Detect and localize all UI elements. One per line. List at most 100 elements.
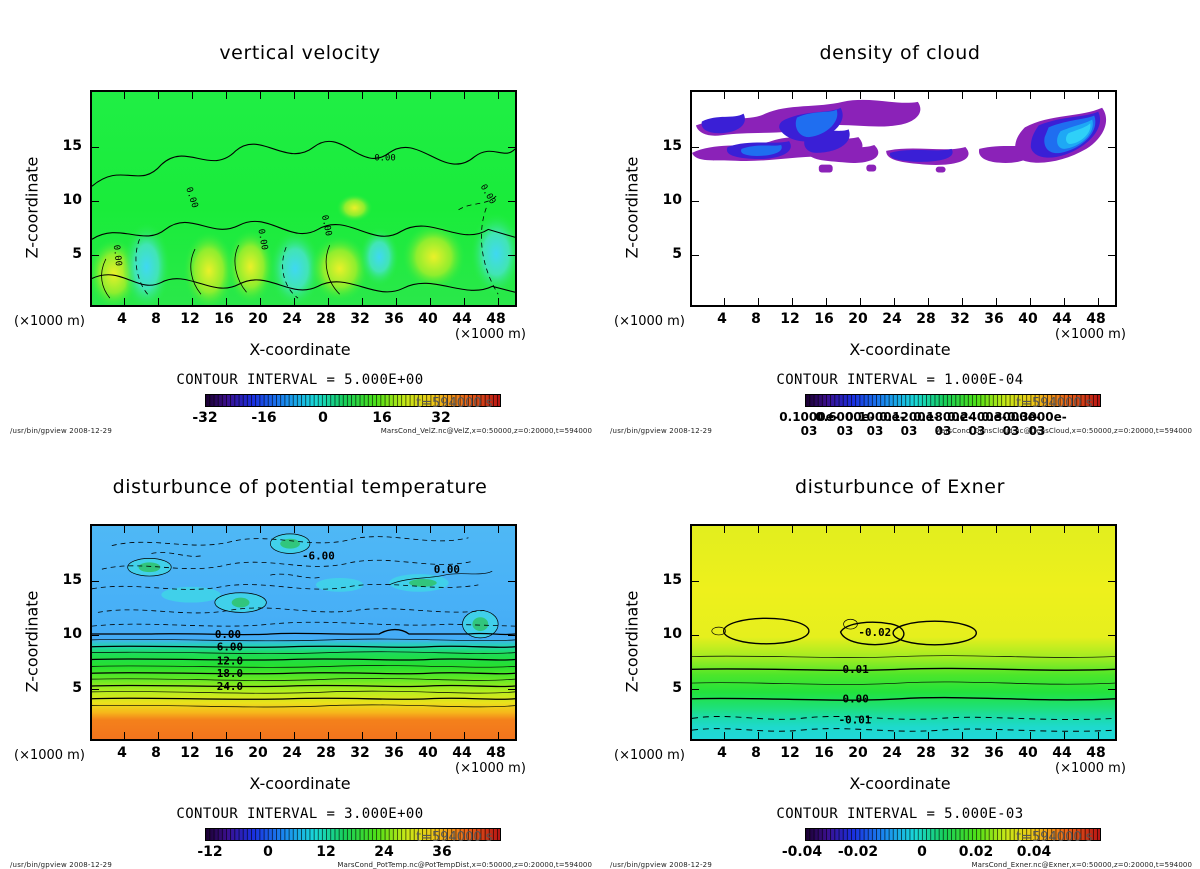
footer-right: MarsCond_Exner.nc@Exner,x=0:50000,z=0:20… (971, 861, 1192, 869)
y-tick-label: 10 (62, 192, 82, 208)
x-tick-label: 44 (1052, 311, 1072, 327)
colorbar-tick: 0 (263, 844, 273, 860)
plot-area-exner: -0.02 0.01 0.00 -0.01 (690, 524, 1117, 741)
x-tick-label: 44 (1052, 745, 1072, 761)
x-axis-unit-left: (×1000 m) (614, 748, 685, 763)
x-tick-label: 24 (282, 311, 302, 327)
y-tick-label: 10 (62, 626, 82, 642)
x-tick-label: 4 (117, 311, 127, 327)
x-tick-label: 8 (151, 311, 161, 327)
panel-vertical-velocity: vertical velocity (0, 0, 600, 435)
colorbar-tick-labels: -32 -16 0 16 32 (150, 410, 570, 426)
svg-text:12.0: 12.0 (217, 654, 243, 667)
time-label: t=594000 s (416, 830, 493, 845)
svg-text:0.00: 0.00 (319, 214, 333, 237)
x-axis-label: X-coordinate (849, 774, 951, 793)
x-tick-label: 16 (814, 745, 834, 761)
x-tick-label: 32 (350, 311, 370, 327)
x-tick-label: 20 (248, 745, 268, 761)
x-tick-label: 4 (717, 745, 727, 761)
x-tick-label: 8 (151, 745, 161, 761)
contour-interval-label: CONTOUR INTERVAL = 3.000E+00 (176, 806, 424, 822)
colorbar-tick: 24 (374, 844, 394, 860)
y-tick-label: 5 (672, 246, 682, 262)
svg-text:6.00: 6.00 (217, 641, 243, 654)
contour-interval-label: CONTOUR INTERVAL = 5.000E+00 (176, 372, 424, 388)
y-tick-label: 5 (72, 246, 82, 262)
x-axis-unit-right: (×1000 m) (1055, 761, 1126, 776)
x-tick-label: 24 (882, 311, 902, 327)
panel-title: vertical velocity (219, 42, 381, 64)
x-tick-label: 40 (418, 745, 438, 761)
x-tick-label: 20 (848, 745, 868, 761)
y-tick-label: 15 (662, 138, 682, 154)
svg-text:-0.02: -0.02 (858, 626, 891, 639)
x-tick-label: 12 (180, 311, 200, 327)
x-tick-label: 4 (117, 745, 127, 761)
x-tick-label: 20 (248, 311, 268, 327)
x-tick-label: 8 (751, 745, 761, 761)
x-tick-label: 12 (780, 745, 800, 761)
y-tick-label: 15 (62, 572, 82, 588)
svg-text:-0.01: -0.01 (839, 713, 872, 726)
field-density-of-cloud (692, 92, 1115, 305)
x-tick-label: 40 (1018, 745, 1038, 761)
y-axis-label: Z-coordinate (622, 156, 642, 259)
footer-left: /usr/bin/gpview 2008-12-29 (610, 427, 712, 435)
colorbar-tick: 36 (432, 844, 452, 860)
x-tick-label: 12 (780, 311, 800, 327)
x-tick-label: 28 (916, 745, 936, 761)
colorbar-tick: -0.02 (837, 844, 879, 860)
time-label: t=594000 s (416, 396, 493, 411)
colorbar-tick: 0.1200e-03 (879, 410, 939, 438)
x-tick-label: 16 (214, 311, 234, 327)
colorbar-gradient (206, 395, 500, 406)
x-axis-unit-right: (×1000 m) (1055, 327, 1126, 342)
x-axis-unit-right: (×1000 m) (455, 761, 526, 776)
svg-text:0.00: 0.00 (215, 628, 241, 641)
x-axis-label: X-coordinate (849, 340, 951, 359)
footer-right: MarsCond_PotTemp.nc@PotTempDist,x=0:5000… (337, 861, 592, 869)
time-label: t=594000 s (1016, 830, 1093, 845)
x-tick-label: 44 (452, 311, 472, 327)
y-tick-label: 10 (662, 626, 682, 642)
y-tick-label: 15 (62, 138, 82, 154)
footer-left: /usr/bin/gpview 2008-12-29 (10, 427, 112, 435)
colorbar-tick: 0.1000e-03 (779, 410, 839, 438)
x-axis-unit-left: (×1000 m) (614, 314, 685, 329)
field-potential-temperature: -6.00 0.00 0.00 6.00 12.0 18.0 24.0 (92, 526, 515, 739)
panel-title: density of cloud (819, 42, 981, 64)
colorbar-tick: 12 (316, 844, 336, 860)
x-tick-label: 40 (1018, 311, 1038, 327)
x-axis-label: X-coordinate (249, 774, 351, 793)
colorbar (205, 394, 501, 407)
colorbar (205, 828, 501, 841)
colorbar-tick: 0.2400e-03 (947, 410, 1007, 438)
svg-text:0.00: 0.00 (374, 154, 395, 164)
panel-title: disturbunce of Exner (794, 476, 1005, 498)
x-tick-label: 48 (1086, 745, 1106, 761)
x-tick-label: 8 (751, 311, 761, 327)
colorbar-tick-labels: -0.04 -0.02 0 0.02 0.04 (750, 844, 1170, 860)
field-exner: -0.02 0.01 0.00 -0.01 (692, 526, 1115, 739)
svg-text:0.01: 0.01 (843, 663, 869, 676)
colorbar-tick: 0 (917, 844, 927, 860)
svg-text:0.00: 0.00 (255, 228, 269, 251)
footer-left: /usr/bin/gpview 2008-12-29 (10, 861, 112, 869)
colorbar-tick-labels: -12 0 12 24 36 (150, 844, 570, 860)
x-tick-label: 36 (384, 311, 404, 327)
x-tick-label: 40 (418, 311, 438, 327)
colorbar-gradient (206, 829, 500, 840)
y-axis-label: Z-coordinate (622, 590, 642, 693)
panel-disturbance-of-potential-temperature: disturbunce of potential temperature (0, 434, 600, 869)
panel-density-of-cloud: density of cloud (600, 0, 1200, 438)
colorbar-tick: -12 (197, 844, 223, 860)
x-tick-label: 32 (350, 745, 370, 761)
colorbar-tick: 0.02 (958, 844, 994, 860)
colorbar-tick: 0.3000e-03 (981, 410, 1041, 438)
colorbar-tick-labels: 0.1000e-03 0.6000e-03 0.1000e-03 0.1200e… (750, 410, 1170, 438)
x-tick-label: 48 (1086, 311, 1106, 327)
x-tick-label: 48 (486, 745, 506, 761)
colorbar-tick: 0.6000e-03 (815, 410, 875, 438)
x-tick-label: 24 (882, 745, 902, 761)
